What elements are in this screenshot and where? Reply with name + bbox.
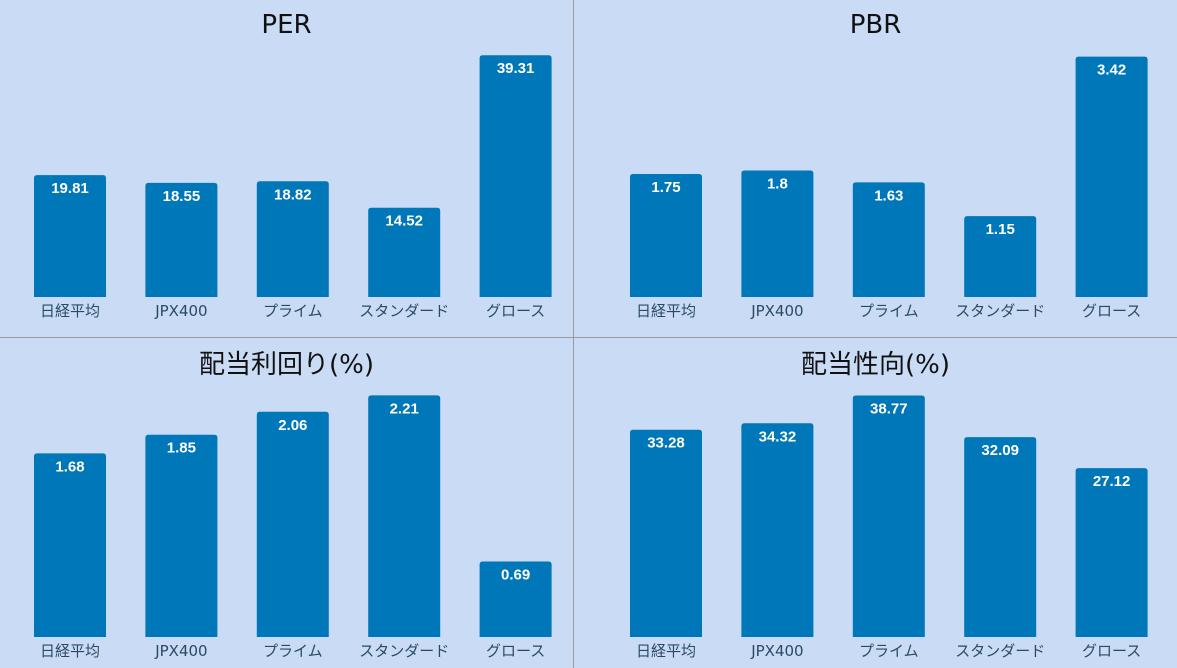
horizontal-divider: [0, 337, 1177, 338]
pbr-title: PBR: [850, 10, 902, 40]
payout-ratio-value-label-4: 32.09: [981, 442, 1019, 459]
per-bar-1: [34, 175, 106, 297]
payout-ratio-chart: 配当性向(%) 33.28 日経平均 34.32 JPX400 38.77 プライム 32.0…: [630, 350, 1148, 660]
payout-ratio-category-label-5: グロース: [1082, 642, 1141, 660]
pbr-value-label-2: 1.8: [767, 175, 788, 192]
dividend-yield-value-label-3: 2.06: [278, 417, 307, 434]
per-value-label-5: 39.31: [497, 60, 535, 77]
pbr-bar-5: [1075, 56, 1148, 297]
dividend-yield-bar-5: [479, 561, 552, 637]
pbr-value-label-5: 3.42: [1097, 62, 1126, 79]
payout-ratio-bar-3: [852, 395, 925, 637]
chart-panel-pbr: PBR 1.75 日経平均 1.8 JPX400 1.63 プライム 1.15 スタンダード 3.…: [574, 0, 1177, 337]
payout-ratio-title: 配当性向(%): [801, 350, 950, 380]
vertical-divider: [573, 0, 574, 668]
per-bar-2: [145, 182, 218, 297]
dividend-yield-value-label-1: 1.68: [55, 458, 84, 475]
per-value-label-2: 18.55: [163, 188, 201, 205]
per-title: PER: [261, 10, 311, 40]
payout-ratio-bar-1: [630, 429, 702, 637]
pbr-value-label-1: 1.75: [651, 179, 680, 196]
payout-ratio-category-label-1: 日経平均: [636, 642, 696, 660]
payout-ratio-bar-5: [1075, 468, 1148, 637]
payout-ratio-value-label-5: 27.12: [1093, 473, 1131, 490]
dividend-yield-category-label-4: スタンダード: [359, 642, 449, 660]
pbr-category-label-4: スタンダード: [955, 302, 1045, 320]
per-bar-4: [368, 207, 441, 297]
per-category-label-4: スタンダード: [359, 302, 449, 320]
pbr-value-label-3: 1.63: [874, 187, 903, 204]
dividend-yield-bar-4: [368, 395, 441, 637]
payout-ratio-value-label-2: 34.32: [759, 428, 797, 445]
payout-ratio-value-label-1: 33.28: [647, 435, 685, 452]
payout-ratio-value-label-3: 38.77: [870, 401, 908, 418]
per-chart: PER 19.81 日経平均 18.55 JPX400 18.82 プライム 14.52 スタン…: [34, 10, 552, 320]
per-category-label-2: JPX400: [154, 302, 207, 320]
pbr-value-label-4: 1.15: [986, 221, 1015, 238]
payout-ratio-category-label-4: スタンダード: [955, 642, 1045, 660]
dividend-yield-bar-2: [145, 434, 218, 637]
dividend-yield-bar-3: [256, 411, 329, 637]
dividend-yield-chart: 配当利回り(%) 1.68 日経平均 1.85 JPX400 2.06 プライム 2.21 スタ…: [34, 350, 552, 660]
chart-panel-payout-ratio: 配当性向(%) 33.28 日経平均 34.32 JPX400 38.77 プライム 32.0…: [574, 338, 1177, 668]
dividend-yield-category-label-1: 日経平均: [40, 642, 100, 660]
per-value-label-4: 14.52: [385, 213, 423, 230]
pbr-chart: PBR 1.75 日経平均 1.8 JPX400 1.63 プライム 1.15 スタンダード 3.…: [630, 10, 1148, 320]
pbr-category-label-2: JPX400: [750, 302, 803, 320]
per-category-label-1: 日経平均: [40, 302, 100, 320]
pbr-bar-1: [630, 174, 702, 297]
chart-panel-dividend-yield: 配当利回り(%) 1.68 日経平均 1.85 JPX400 2.06 プライム 2.21 スタ…: [0, 338, 573, 668]
dividend-yield-value-label-5: 0.69: [501, 567, 530, 584]
dividend-yield-value-label-2: 1.85: [167, 440, 196, 457]
pbr-bar-2: [741, 170, 814, 297]
per-bar-3: [256, 181, 329, 297]
payout-ratio-bar-2: [741, 423, 814, 637]
dividend-yield-title: 配当利回り(%): [199, 350, 374, 380]
per-value-label-3: 18.82: [274, 186, 312, 203]
dividend-yield-category-label-3: プライム: [263, 642, 323, 660]
dividend-yield-value-label-4: 2.21: [390, 400, 419, 417]
per-category-label-5: グロース: [486, 302, 545, 320]
payout-ratio-bar-4: [964, 437, 1037, 637]
dividend-yield-category-label-2: JPX400: [154, 642, 207, 660]
per-bar-5: [479, 55, 552, 297]
per-value-label-1: 19.81: [51, 180, 89, 197]
pbr-category-label-1: 日経平均: [636, 302, 696, 320]
pbr-bar-4: [964, 216, 1037, 297]
payout-ratio-category-label-3: プライム: [859, 642, 919, 660]
dividend-yield-bar-1: [34, 453, 106, 637]
pbr-category-label-3: プライム: [859, 302, 919, 320]
payout-ratio-category-label-2: JPX400: [750, 642, 803, 660]
pbr-category-label-5: グロース: [1082, 302, 1141, 320]
pbr-bar-3: [852, 182, 925, 297]
dividend-yield-category-label-5: グロース: [486, 642, 545, 660]
chart-panel-per: PER 19.81 日経平均 18.55 JPX400 18.82 プライム 14.52 スタン…: [0, 0, 573, 337]
per-category-label-3: プライム: [263, 302, 323, 320]
